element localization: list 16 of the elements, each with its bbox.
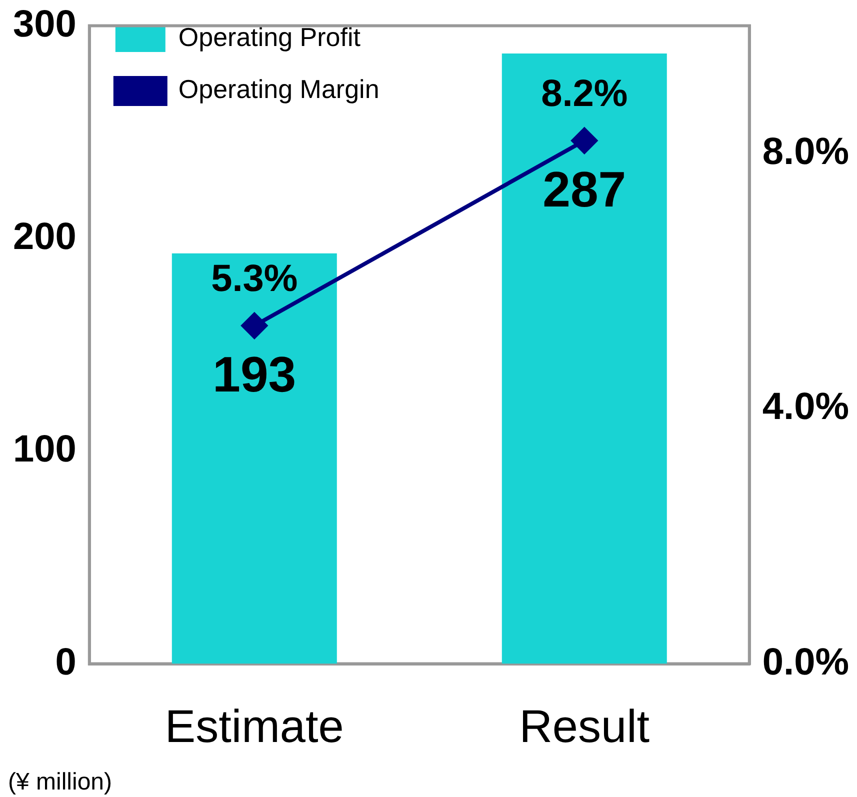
y-tick-label: 300 (12, 3, 76, 46)
text: (¥ million) (8, 768, 112, 796)
y-tick-label: 0 (55, 641, 76, 684)
legend-label: Operating Margin (178, 74, 380, 104)
x-tick-label: Estimate (164, 700, 344, 752)
y2-tick-label: 4.0% (762, 386, 850, 428)
y-tick-label: 100 (12, 428, 76, 471)
legend-label: Operating Profit (178, 22, 362, 52)
x-tick-label: Result (519, 700, 650, 752)
y-tick-label: 200 (12, 216, 76, 258)
y2-tick-label: 8.0% (762, 130, 850, 173)
data-label: 287 (542, 161, 626, 218)
y2-tick-label: 0.0% (762, 641, 850, 684)
data-label: 5.3% (211, 258, 298, 300)
data-label: 8.2% (541, 73, 628, 116)
data-label: 193 (212, 346, 296, 402)
